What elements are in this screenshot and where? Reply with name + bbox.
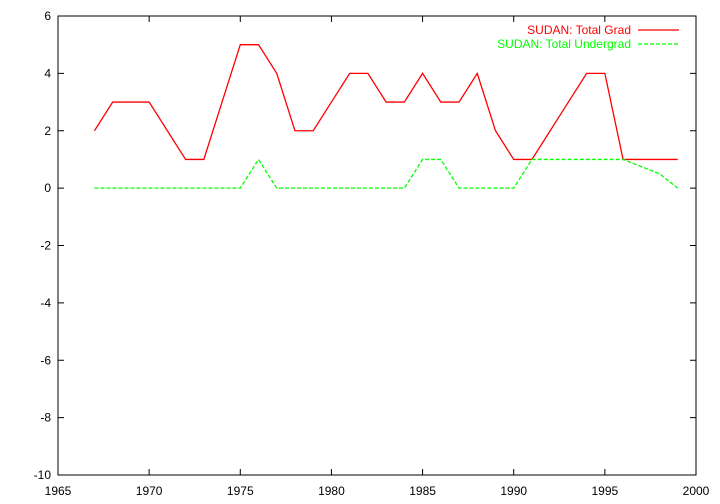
tick-layer: -10 -8 -6 -4 -2 0 2 4 6 1965 1970 1975 1980 1985 1990 1… [34,9,710,498]
y-tick-label: 6 [44,9,51,23]
legend-label-1: SUDAN: Total Grad [527,23,631,37]
plot-area-frame [57,15,697,476]
x-tick-label: 1975 [227,484,254,498]
y-tick-label: 0 [44,181,51,195]
x-tick-label: 1990 [500,484,527,498]
legend-label-2: SUDAN: Total Undergrad [497,37,631,51]
y-tick-label: -10 [34,468,52,482]
x-tick-label: 1980 [318,484,345,498]
y-tick-label: -2 [40,239,51,253]
x-tick-label: 1965 [45,484,72,498]
y-tick-label: -4 [40,296,51,310]
x-tick-label: 1970 [136,484,163,498]
series-line-1 [93,44,678,161]
y-tick-label: 4 [44,66,51,80]
x-tick-label: 2000 [683,484,710,498]
series-line-2 [94,158,679,189]
y-tick-label: 2 [44,124,51,138]
y-tick-label: -6 [40,353,51,367]
series-layer [93,44,679,189]
x-tick-label: 1995 [592,484,619,498]
x-tick-label: 1985 [409,484,436,498]
y-tick-label: -8 [40,411,51,425]
